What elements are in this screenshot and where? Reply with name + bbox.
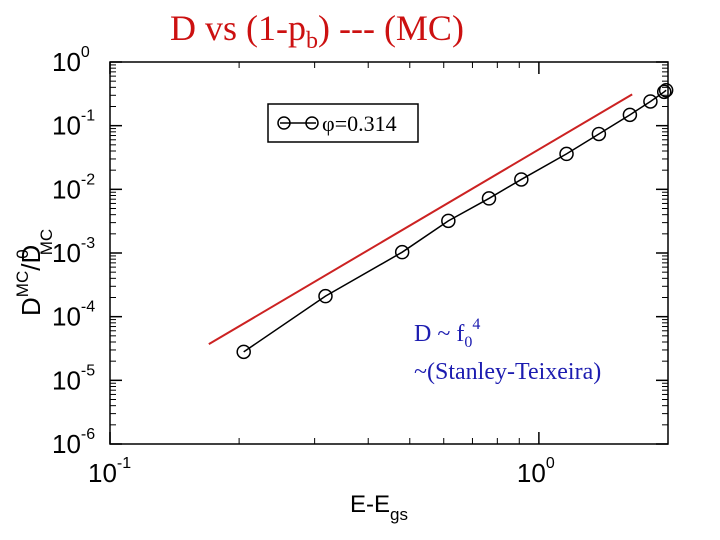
y-tick-label: 10-3 <box>52 235 95 268</box>
y-tick-label: 100 <box>52 44 90 77</box>
annotation-line1-base: D ~ f <box>414 321 464 347</box>
title-suffix: ) --- (MC) <box>318 8 464 48</box>
y-axis-label-base: D <box>16 297 46 316</box>
data-point <box>559 146 574 162</box>
y-axis-label-sub2: MC <box>37 229 56 255</box>
data-point <box>394 244 410 260</box>
data-point <box>656 84 672 100</box>
annotation: D ~ f04 ~(Stanley-Teixeira) <box>414 316 601 385</box>
data-point <box>643 94 658 109</box>
y-tick-label: 10-2 <box>52 171 95 204</box>
y-tick-label: 10-1 <box>52 108 95 141</box>
title-subscript: b <box>306 28 318 54</box>
title-prefix: D vs (1-p <box>170 8 306 48</box>
x-tick-label: 100 <box>517 455 555 488</box>
legend-marker-right <box>305 116 319 130</box>
annotation-line1-sub: 0 <box>464 334 472 351</box>
data-point <box>318 288 333 304</box>
axis-ticks <box>109 61 669 445</box>
x-axis-label-base: E-E <box>350 491 390 518</box>
annotation-line2: ~(Stanley-Teixeira) <box>414 359 601 385</box>
legend-value: =0.314 <box>335 111 397 136</box>
x-tick-label: 10-1 <box>88 455 131 488</box>
data-point <box>481 191 497 206</box>
x-axis-label: E-Egs <box>350 491 408 524</box>
legend-symbol: φ <box>322 111 335 136</box>
data-point <box>622 107 638 123</box>
y-axis-label: DMC/D0 MC <box>13 229 56 316</box>
data-point <box>441 213 456 229</box>
series-layer <box>208 82 674 360</box>
axis-tick-labels: 10-6 10-5 10-4 10-3 10-2 10-1 100 10-1 100 <box>52 44 555 488</box>
y-tick-label: 10-6 <box>52 426 95 459</box>
x-axis-label-sub: gs <box>390 505 408 524</box>
y-axis-label-sup2: 0 <box>13 249 32 258</box>
data-point <box>658 82 674 98</box>
legend-label: φ=0.314 <box>322 111 397 136</box>
legend-marker-left <box>277 116 291 130</box>
y-axis-label-sup1: MC <box>13 271 32 297</box>
chart-title: D vs (1-pb) --- (MC) <box>170 8 464 54</box>
data-point <box>514 172 529 187</box>
y-axis-label-slash: /D <box>16 245 46 271</box>
y-tick-label: 10-5 <box>52 362 95 395</box>
data-point <box>236 344 251 360</box>
annotation-line1-sup: 4 <box>472 316 480 333</box>
annotation-line1: D ~ f04 <box>414 316 480 351</box>
reference-line <box>208 93 633 346</box>
legend: φ=0.314 <box>267 103 419 143</box>
data-point <box>591 126 607 142</box>
y-tick-label: 10-4 <box>52 299 95 332</box>
series-line <box>243 89 667 353</box>
